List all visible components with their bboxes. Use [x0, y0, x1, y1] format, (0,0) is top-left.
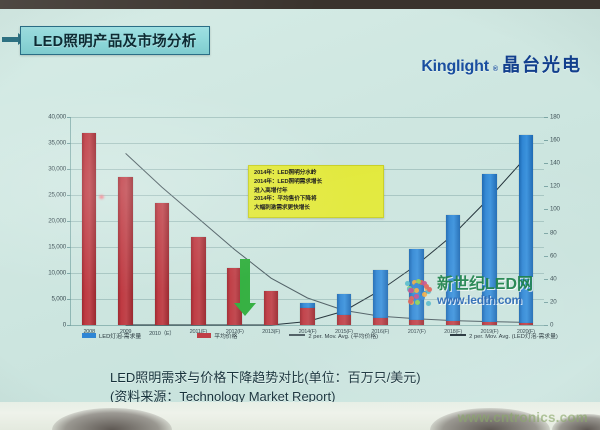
chart-bar-group: 2014(F)	[300, 117, 315, 325]
title-arrow-icon	[2, 37, 19, 42]
slide-title-tab: LED照明产品及市场分析	[20, 26, 210, 55]
legend-swatch-price	[197, 333, 211, 338]
company-logo: Kinglight ® 晶台光电	[421, 51, 582, 77]
watermark-name: 新世纪LED网	[437, 277, 533, 293]
y-axis-right-tick: 20	[550, 298, 556, 305]
legend-item-mavg-demand: 2 per. Mov. Avg. (LED灯泡-需求量)	[450, 331, 558, 340]
legend-label-mavg-price: 2 per. Mov. Avg. (平均价格)	[308, 331, 378, 340]
bar-price	[118, 177, 133, 325]
chart-bar-group: 2010（E）	[155, 117, 170, 325]
axis-tick-mark	[67, 117, 71, 118]
y-axis-left-tick: 10,000	[48, 270, 66, 277]
callout-line-5: 大幅刺激需求更快增长	[254, 204, 379, 213]
bar-price	[446, 321, 461, 325]
y-axis-left-tick: 40,000	[48, 114, 66, 121]
chart-bar-group: 2009	[118, 117, 133, 325]
axis-tick-mark	[544, 140, 548, 141]
bar-price	[155, 203, 170, 325]
legend-swatch-mavg-demand	[450, 334, 466, 336]
axis-tick-mark	[544, 117, 548, 118]
axis-tick-mark	[544, 186, 548, 187]
bar-demand	[373, 270, 388, 319]
legend-item-price: 平均价格	[197, 331, 237, 340]
brand-name-cn: 晶台光电	[502, 51, 582, 77]
watermark-url: www.ledth.com	[437, 293, 533, 308]
y-axis-left-tick: 0	[63, 322, 66, 329]
bar-demand	[337, 294, 352, 315]
axis-tick-mark	[544, 163, 548, 164]
y-axis-right-tick: 60	[550, 252, 556, 259]
callout-line-4: 2014年：平均售价下降将	[254, 195, 379, 204]
axis-tick-mark	[67, 169, 71, 170]
chart-figure: 0 5,000 10,000 15,000 20,000 25,000 30,000 35,0…	[18, 109, 584, 354]
bar-price	[409, 320, 424, 325]
brand-name-en: Kinglight	[421, 58, 489, 76]
axis-tick-mark	[544, 209, 548, 210]
axis-tick-mark	[544, 325, 548, 326]
legend-item-demand: LED灯泡-需求量	[82, 331, 141, 340]
axis-tick-mark	[67, 299, 71, 300]
caption-line-1: LED照明需求与价格下降趋势对比(单位：百万只/美元)	[110, 369, 530, 388]
legend-item-mavg-price: 2 per. Mov. Avg. (平均价格)	[289, 331, 378, 340]
bar-price	[300, 308, 315, 325]
y-axis-right-tick: 140	[550, 160, 560, 167]
callout-line-3: 进入高增付年	[254, 187, 379, 196]
axis-tick-mark	[544, 256, 548, 257]
audience-silhouette	[52, 408, 172, 430]
y-axis-left-tick: 20,000	[48, 218, 66, 225]
legend-swatch-demand	[82, 333, 96, 338]
annotation-callout: 2014年：LED照明分水岭 2014年：LED照明需求增长 进入高增付年 20…	[248, 165, 384, 218]
chart-bar-group: 2013(F)	[264, 117, 279, 325]
y-axis-right-tick: 120	[550, 183, 560, 190]
y-axis-right-tick: 40	[550, 275, 556, 282]
bar-price	[191, 237, 206, 325]
legend-label-price: 平均价格	[214, 331, 237, 340]
registered-mark-icon: ®	[493, 66, 498, 73]
y-axis-right-tick: 160	[550, 137, 560, 144]
laser-pointer-dot	[99, 195, 104, 199]
presentation-slide: LED照明产品及市场分析 Kinglight ® 晶台光电 0 5,000 10,0…	[0, 9, 600, 402]
axis-tick-mark	[67, 325, 71, 326]
chart-bar-group: 2008	[82, 117, 97, 325]
y-axis-left-tick: 30,000	[48, 166, 66, 173]
legend-swatch-mavg-price	[289, 334, 305, 336]
y-axis-left-tick: 15,000	[48, 244, 66, 251]
y-axis-left-tick: 35,000	[48, 140, 66, 147]
bar-price	[519, 323, 534, 325]
axis-tick-mark	[544, 302, 548, 303]
callout-line-2: 2014年：LED照明需求增长	[254, 178, 379, 187]
bar-price	[337, 315, 352, 325]
source-watermark: www.cntronics.com	[458, 410, 588, 425]
chart-bar-group: 2015(F)	[337, 117, 352, 325]
bar-price	[264, 291, 279, 325]
legend-label-mavg-demand: 2 per. Mov. Avg. (LED灯泡-需求量)	[469, 331, 558, 340]
bar-price	[373, 318, 388, 325]
y-axis-left-tick: 5,000	[52, 296, 66, 303]
callout-line-1: 2014年：LED照明分水岭	[254, 169, 379, 178]
y-axis-right-tick: 180	[550, 114, 560, 121]
axis-tick-mark	[544, 279, 548, 280]
axis-tick-mark	[67, 195, 71, 196]
bar-price	[82, 133, 97, 325]
legend-label-demand: LED灯泡-需求量	[99, 331, 141, 340]
site-watermark: 新世纪LED网 www.ledth.com	[404, 277, 533, 308]
axis-tick-mark	[67, 273, 71, 274]
axis-tick-mark	[67, 143, 71, 144]
page-title: LED照明产品及市场分析	[33, 30, 196, 51]
chart-legend: LED灯泡-需求量 平均价格 2 per. Mov. Avg. (平均价格) 2…	[70, 327, 564, 343]
y-axis-right-tick: 100	[550, 206, 560, 213]
chart-bar-group: 2016(F)	[373, 117, 388, 325]
y-axis-left-tick: 25,000	[48, 192, 66, 199]
axis-tick-mark	[67, 247, 71, 248]
slide-photograph: LED照明产品及市场分析 Kinglight ® 晶台光电 0 5,000 10,0…	[0, 0, 600, 430]
chart-bar-group: 2011(F)	[191, 117, 206, 325]
bar-price	[482, 322, 497, 325]
down-arrow-icon	[240, 259, 250, 303]
y-axis-right-tick: 80	[550, 229, 556, 236]
axis-tick-mark	[544, 233, 548, 234]
axis-tick-mark	[67, 221, 71, 222]
watermark-dots-icon	[404, 279, 432, 307]
